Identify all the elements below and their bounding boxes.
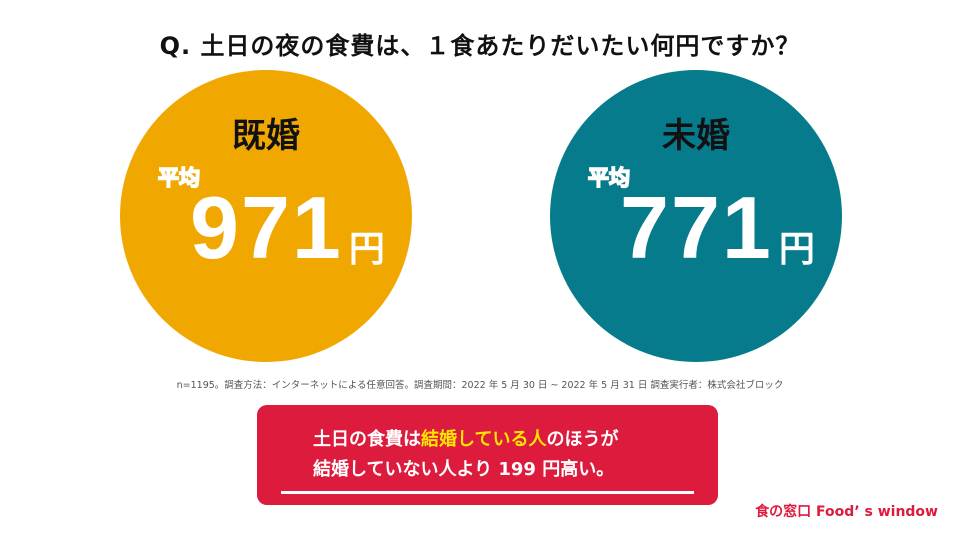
single-value-row: 771 円 — [620, 184, 815, 272]
survey-footnote: n=1195。調査方法：インターネットによる任意回答。調査期間：2022 年 5… — [0, 377, 960, 391]
conclusion-text-a: 土日の食費は — [313, 429, 421, 450]
conclusion-highlight: 結婚している人 — [421, 429, 546, 450]
single-value: 771 — [620, 184, 773, 272]
married-circle: 既婚 平均 971 円 — [120, 70, 412, 362]
single-unit: 円 — [779, 232, 815, 268]
conclusion-banner: 土日の食費は結婚している人のほうが 結婚していない人より 199 円高い。 — [257, 405, 718, 505]
conclusion-line-1: 土日の食費は結婚している人のほうが — [313, 425, 618, 451]
married-label: 既婚 — [120, 108, 412, 157]
married-unit: 円 — [349, 232, 385, 268]
married-value-row: 971 円 — [190, 184, 385, 272]
single-label: 未婚 — [550, 108, 842, 157]
single-circle: 未婚 平均 771 円 — [550, 70, 842, 362]
survey-question-title: Q. 土日の夜の食費は、１食あたりだいたい何円ですか？ — [0, 26, 960, 61]
brand-logo-text: 食の窓口 Food’ s window — [755, 501, 938, 521]
conclusion-line-2: 結婚していない人より 199 円高い。 — [313, 455, 614, 481]
banner-underline — [281, 491, 694, 494]
conclusion-text-b: のほうが — [546, 429, 618, 450]
married-value: 971 — [190, 184, 343, 272]
